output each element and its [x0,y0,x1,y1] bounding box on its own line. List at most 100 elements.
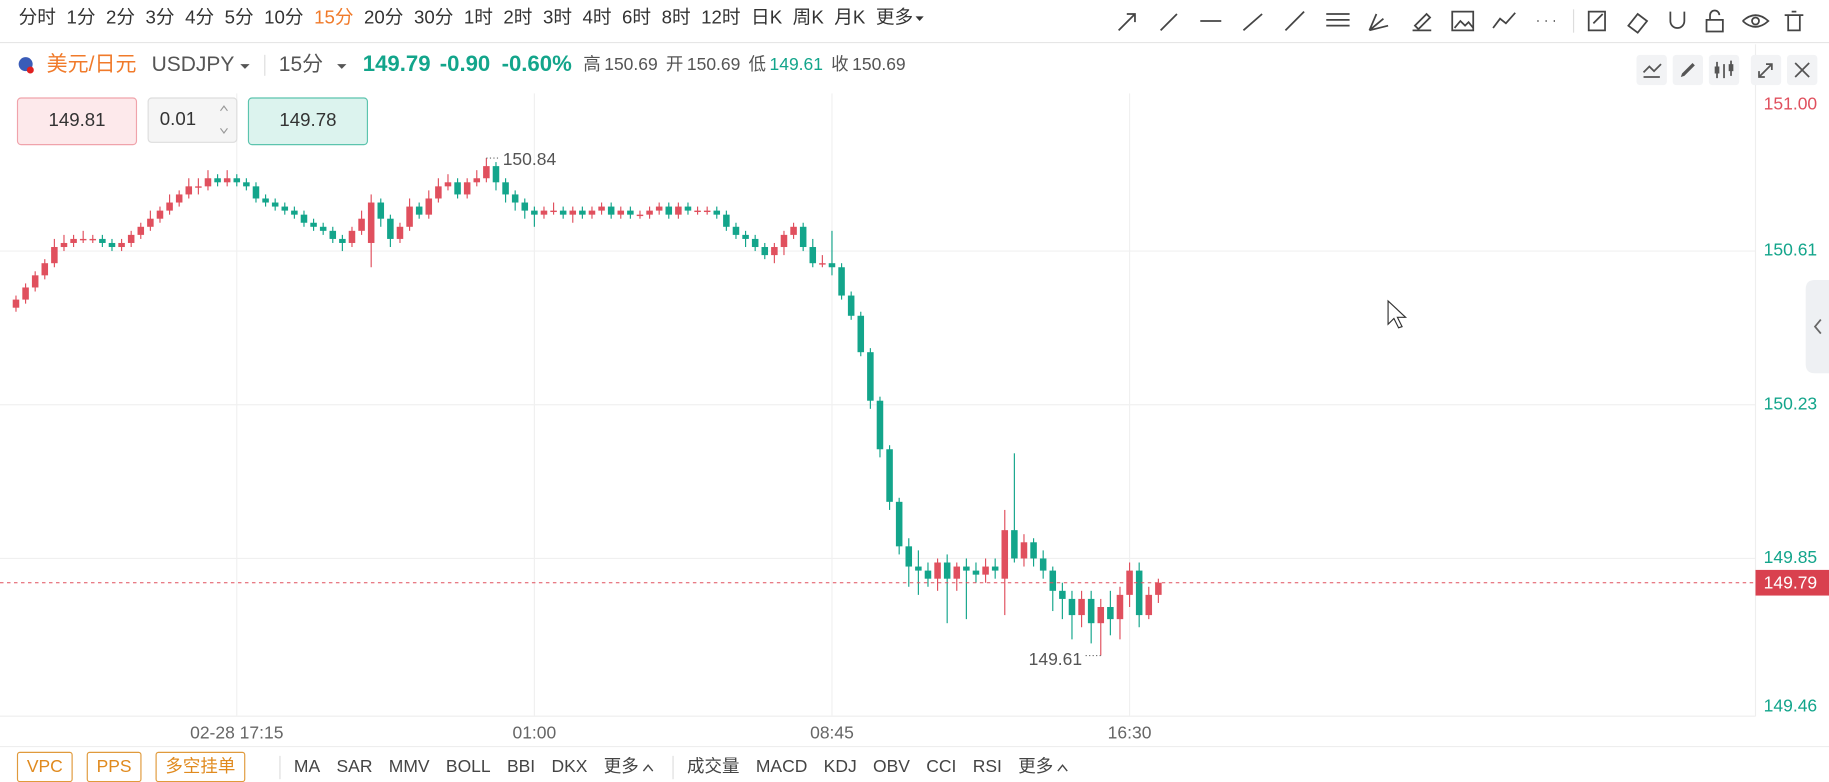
candle-body [771,247,778,256]
expand-caret[interactable] [642,764,654,772]
candle-body [963,566,970,571]
tool-label[interactable]: VPC [27,756,63,776]
symbol-code[interactable]: USDJPY [152,53,235,76]
drawing-tool[interactable] [1784,10,1804,32]
interval-option[interactable]: 1分 [66,7,95,28]
indicator-option[interactable]: MACD [756,756,807,776]
indicator-option[interactable]: 成交量 [687,756,739,776]
interval-option[interactable]: 3分 [146,7,175,28]
drawing-tool[interactable] [1451,10,1475,32]
footer: VPC PPS 多空挂单 MA SAR MMV BOLL BBI DKX 更多 成交量 MACD KDJ… [16,751,1068,782]
dropdown-caret[interactable] [337,64,347,69]
step-up[interactable] [219,105,228,112]
interval-option[interactable]: 2分 [106,7,135,28]
drawing-tool[interactable] [1742,14,1770,28]
quote-header: 美元/日元 USDJPY 15分 149.79 -0.90 -0.60% 高 15… [18,51,906,76]
interval[interactable]: 15分 [279,53,323,76]
candle-body [271,202,279,207]
tool-label[interactable]: 多空挂单 [165,756,235,776]
indicator-option[interactable]: DKX [551,756,587,776]
interval-option[interactable]: 6时 [622,7,651,28]
drawing-tool[interactable] [1242,13,1263,31]
indicator-option[interactable]: OBV [873,756,910,776]
drawing-tool[interactable] [1587,10,1606,32]
max-annotation: 150.84 [503,149,557,169]
step-down[interactable] [219,127,228,134]
interval-option[interactable]: 分时 [19,7,56,28]
candle-body [233,178,241,183]
candle-body [665,206,673,215]
drawing-tool[interactable] [1326,13,1350,27]
lot-size[interactable]: 0.01 [160,108,196,129]
interval-option[interactable]: 2时 [503,7,532,28]
candle-body [127,234,135,243]
expand-caret[interactable] [1057,764,1068,772]
interval-option[interactable]: 4分 [185,7,214,28]
drawing-tool[interactable] [1118,13,1136,31]
drawing-tool[interactable] [1412,12,1432,32]
indicator-option[interactable]: KDJ [824,756,857,776]
interval-option[interactable]: 15分 [314,7,353,28]
indicator-option[interactable]: RSI [973,756,1002,776]
flag-dot [26,66,34,74]
sell-price[interactable]: 149.81 [48,109,105,130]
indicator-option[interactable]: BOLL [446,756,491,776]
dropdown-caret[interactable] [915,16,924,21]
side-tab[interactable] [1805,279,1829,374]
interval-option[interactable]: 10分 [264,7,303,28]
interval-option[interactable]: 更多 [876,7,913,28]
candle-body [147,218,154,227]
interval-option[interactable]: 20分 [364,7,403,28]
candle-body [867,352,874,401]
tool-label[interactable]: PPS [97,756,132,776]
indicator-option[interactable]: CCI [926,756,956,776]
interval-option[interactable]: 1时 [464,7,493,28]
interval-option[interactable]: 4时 [583,7,612,28]
lot-input[interactable] [147,97,238,143]
indicator-option[interactable]: MMV [389,756,430,776]
candle-body [300,214,308,223]
interval-option[interactable]: 日K [751,7,783,28]
interval-option[interactable]: 12时 [701,7,740,28]
drawing-tool[interactable] [1492,12,1516,29]
interval-option[interactable]: 8时 [662,7,691,28]
candle-body [329,230,337,239]
interval-option[interactable]: 月K [834,7,866,28]
indicator-option[interactable]: MA [294,756,321,776]
drawing-tool[interactable] [1669,11,1686,29]
drawing-tool[interactable] [1627,12,1649,34]
indicator-option[interactable]: SAR [337,756,373,776]
candle-body [1049,570,1057,591]
sell-button[interactable] [16,97,138,146]
candle-body [79,238,87,241]
candle-body [367,202,375,243]
stat-value: 149.61 [770,54,823,74]
indicator-option[interactable]: 更多 [604,756,639,776]
candle-body [1039,558,1047,571]
interval-option[interactable]: 30分 [414,7,453,28]
drawing-tool[interactable] [1368,13,1389,32]
buy-button[interactable] [247,97,369,146]
indicator-option[interactable]: 更多 [1018,756,1053,776]
candle-body [22,287,29,300]
stat-value: 150.69 [687,54,740,74]
dropdown-caret[interactable] [240,64,250,69]
candle-body [1001,530,1009,579]
buy-price[interactable]: 149.78 [279,109,336,130]
drawing-tool[interactable] [1160,13,1178,31]
candle-body [406,206,413,227]
candle-body [492,166,500,183]
candle-body [876,400,884,450]
candle-body [108,242,116,248]
candle-body [943,562,951,579]
stat-label: 收 [831,54,848,74]
drawing-tool[interactable] [1284,11,1305,31]
drawing-tool[interactable] [1705,9,1724,33]
candle-body [348,230,356,243]
candle-body [819,263,826,265]
interval-option[interactable]: 周K [793,7,825,28]
indicator-option[interactable]: BBI [507,756,535,776]
interval-option[interactable]: 3时 [543,7,572,28]
interval-option[interactable]: 5分 [225,7,254,28]
